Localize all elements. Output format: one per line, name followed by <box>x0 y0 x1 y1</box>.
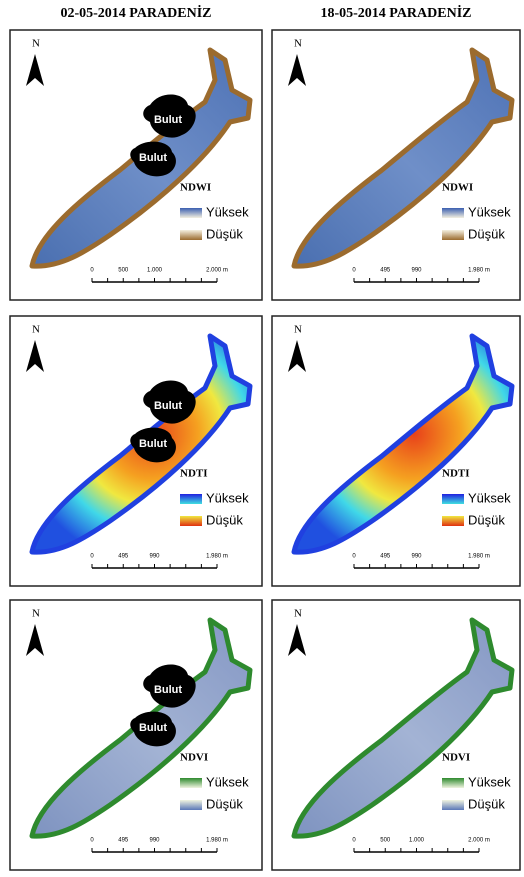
cloud-label: Bulut <box>154 400 182 412</box>
north-label: N <box>32 324 40 336</box>
north-label: N <box>32 608 40 620</box>
north-label: N <box>294 324 302 336</box>
legend-high: Yüksek <box>468 490 511 505</box>
index-label: NDVI <box>180 752 208 764</box>
scale-label: 1.000 <box>147 268 163 274</box>
legend-swatch <box>180 208 202 218</box>
scale-label: 1.980 m <box>468 554 490 560</box>
legend-high: Yüksek <box>206 490 249 505</box>
north-label: N <box>294 608 302 620</box>
legend-low: Düşük <box>206 226 243 241</box>
scale-label: 500 <box>118 268 129 274</box>
cloud-label: Bulut <box>139 438 167 450</box>
north-label: N <box>294 38 302 50</box>
legend-low: Düşük <box>206 512 243 527</box>
legend-high: Yüksek <box>206 774 249 789</box>
legend-low: Düşük <box>468 226 505 241</box>
scale-label: 495 <box>380 554 391 560</box>
column-header: 02-05-2014 PARADENİZ <box>60 4 211 21</box>
legend-swatch <box>442 494 464 504</box>
scale-label: 1.980 m <box>206 554 228 560</box>
scale-label: 495 <box>118 838 129 844</box>
scale-label: 2.000 m <box>206 268 228 274</box>
index-label: NDVI <box>442 752 470 764</box>
cloud-label: Bulut <box>139 722 167 734</box>
scale-label: 1.980 m <box>206 838 228 844</box>
scale-label: 495 <box>118 554 129 560</box>
scale-label: 990 <box>411 268 422 274</box>
legend-swatch <box>442 800 464 810</box>
scale-label: 1.000 <box>409 838 425 844</box>
scale-label: 500 <box>380 838 391 844</box>
figure: 02-05-2014 PARADENİZ 18-05-2014 PARADENİ… <box>0 0 524 872</box>
scale-label: 990 <box>149 554 160 560</box>
legend-swatch <box>442 516 464 526</box>
legend-swatch <box>442 208 464 218</box>
legend-swatch <box>180 778 202 788</box>
legend-swatch <box>442 778 464 788</box>
legend-swatch <box>180 230 202 240</box>
column-header: 18-05-2014 PARADENİZ <box>320 4 471 21</box>
index-label: NDTI <box>180 468 208 480</box>
legend-low: Düşük <box>468 512 505 527</box>
scale-label: 2.000 m <box>468 838 490 844</box>
legend-swatch <box>180 800 202 810</box>
legend-low: Düşük <box>206 796 243 811</box>
index-label: NDWI <box>442 182 473 194</box>
scale-label: 990 <box>411 554 422 560</box>
cloud-label: Bulut <box>154 114 182 126</box>
index-label: NDWI <box>180 182 211 194</box>
cloud-label: Bulut <box>139 152 167 164</box>
index-label: NDTI <box>442 468 470 480</box>
legend-high: Yüksek <box>468 204 511 219</box>
scale-label: 990 <box>149 838 160 844</box>
north-label: N <box>32 38 40 50</box>
scale-label: 495 <box>380 268 391 274</box>
legend-swatch <box>180 494 202 504</box>
legend-swatch <box>180 516 202 526</box>
legend-swatch <box>442 230 464 240</box>
scale-label: 1.980 m <box>468 268 490 274</box>
page: {"headers": ["02-05-2014 PARADENİZ", "18… <box>0 0 524 872</box>
legend-low: Düşük <box>468 796 505 811</box>
legend-high: Yüksek <box>206 204 249 219</box>
legend-high: Yüksek <box>468 774 511 789</box>
cloud-label: Bulut <box>154 684 182 696</box>
